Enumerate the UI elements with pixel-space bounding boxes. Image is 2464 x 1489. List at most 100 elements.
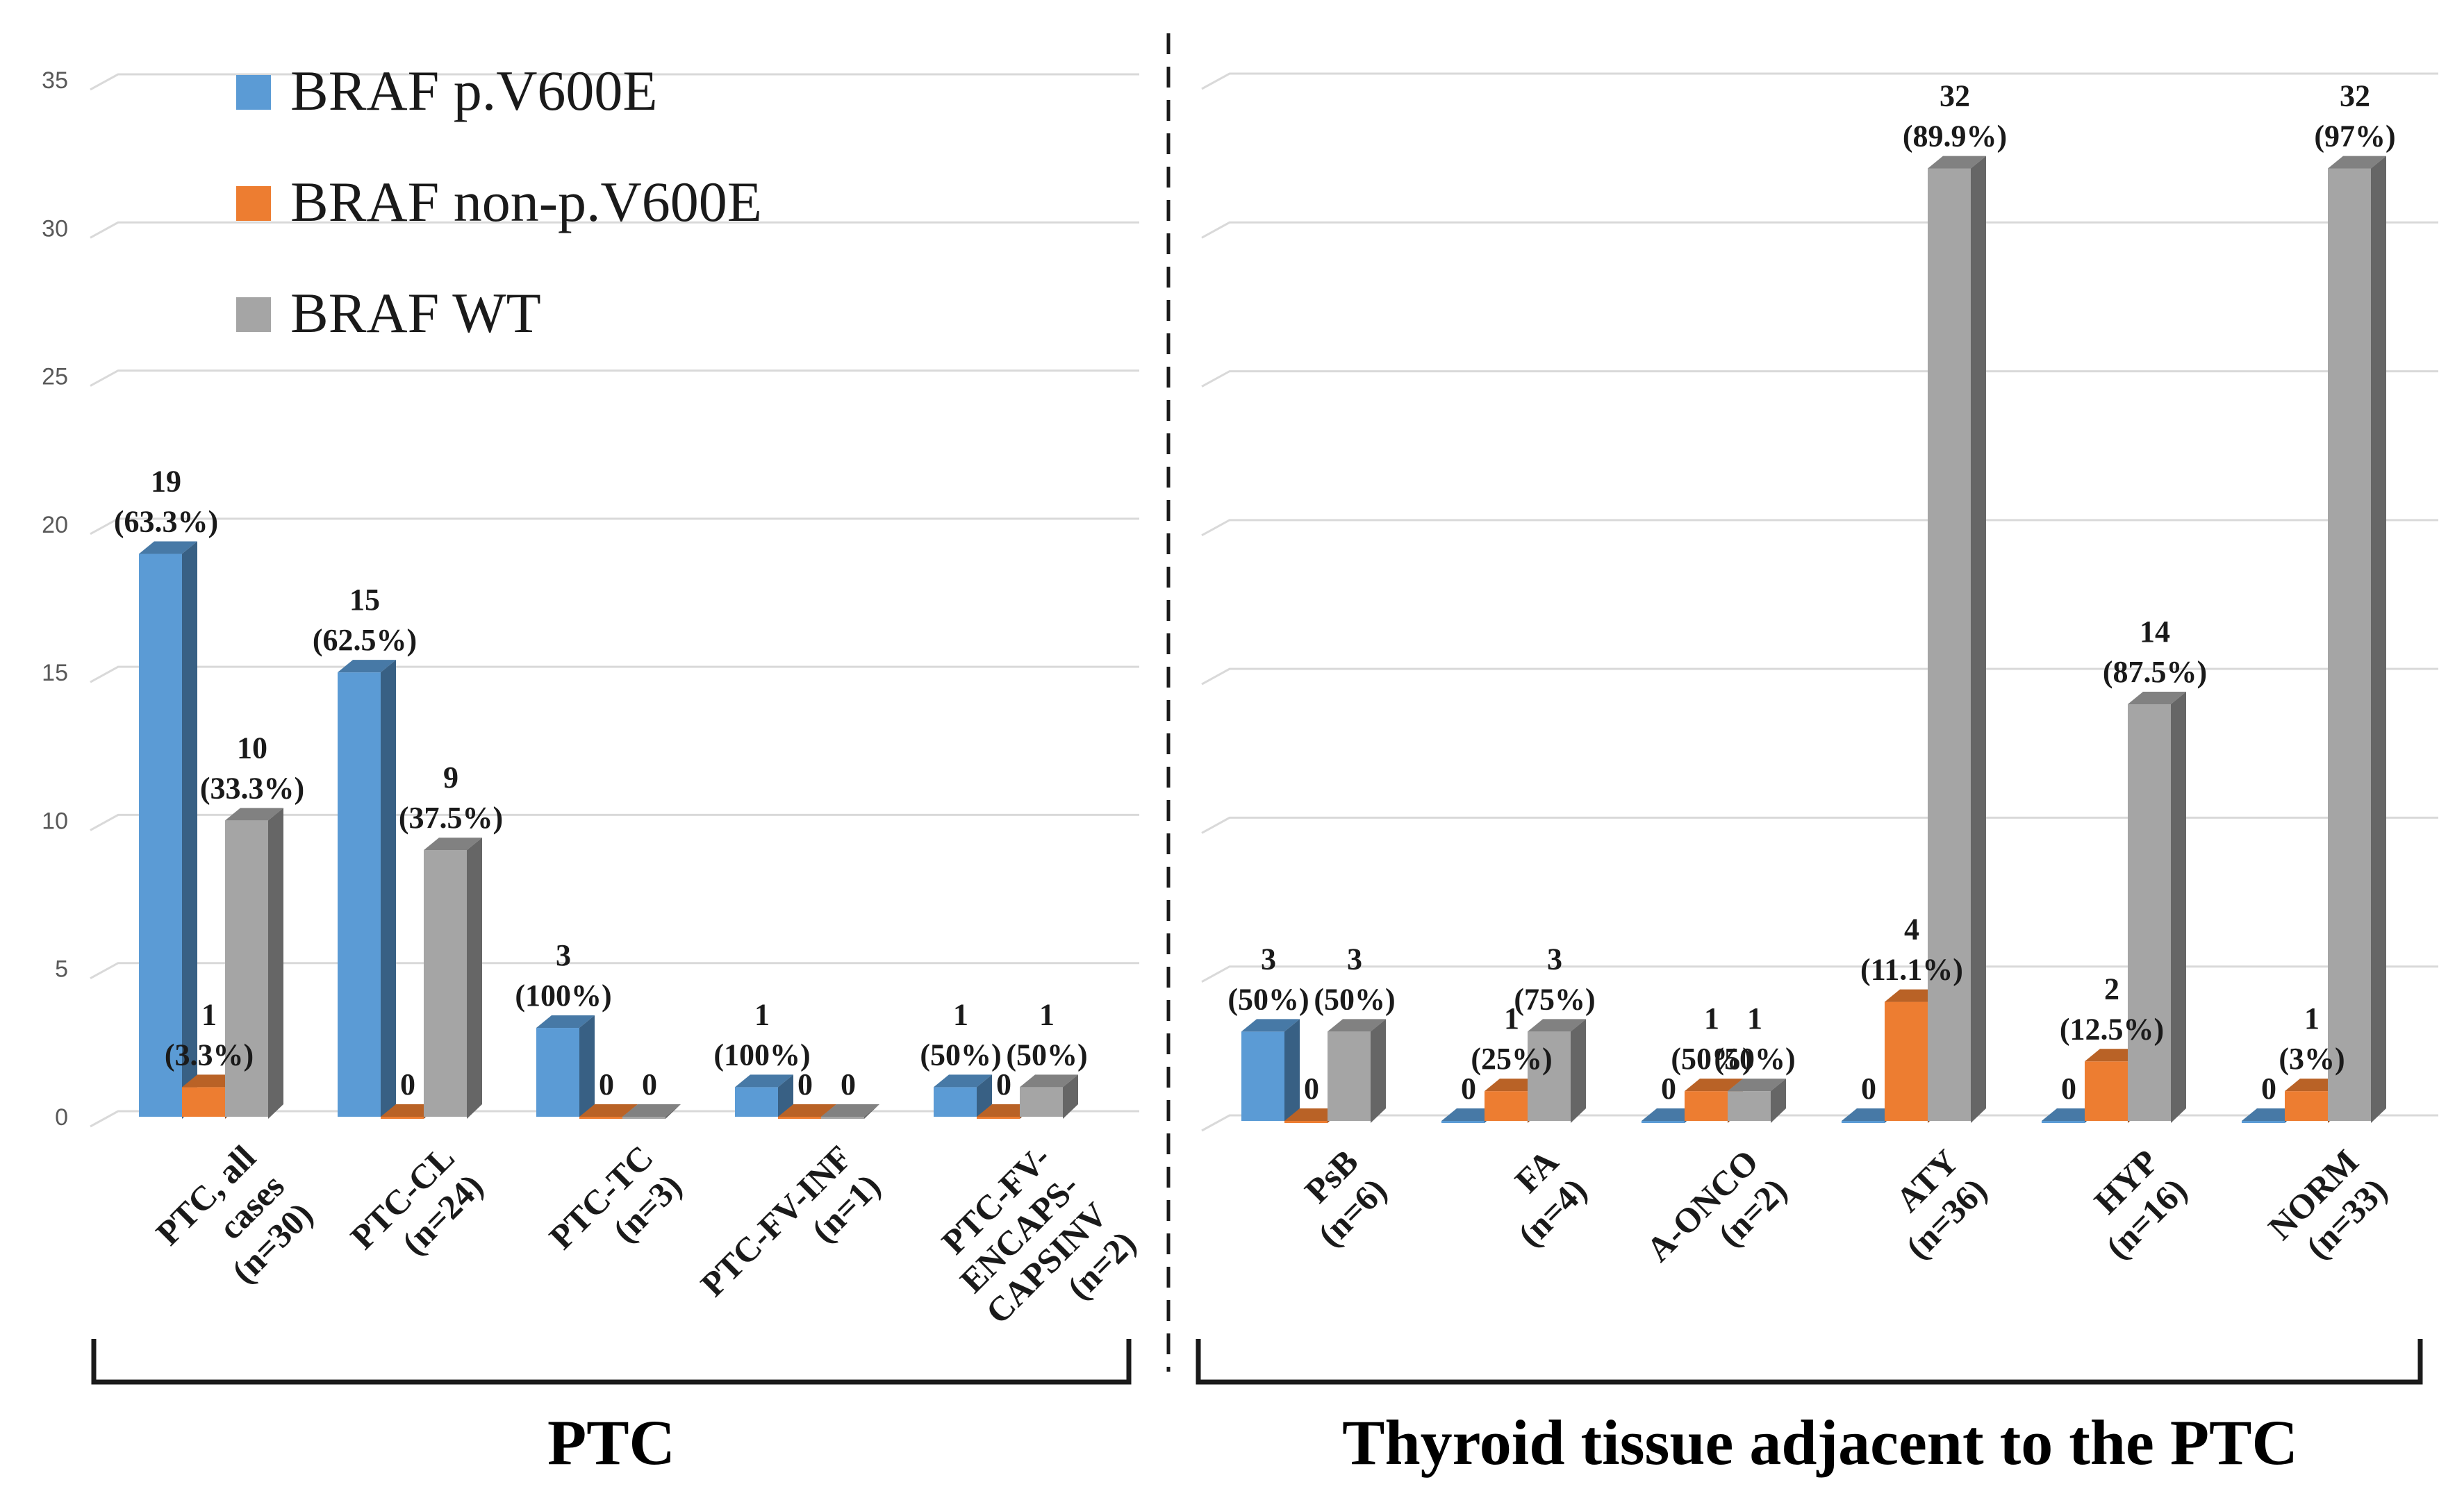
category-label-0-0: PTC, allcases(n=30) — [148, 1138, 320, 1309]
data-label-0-1-1: 0 — [400, 1067, 415, 1101]
y-tick-0: 0 — [55, 1104, 68, 1131]
bar-0-2-2 — [622, 1104, 681, 1119]
data-label-1-0-2: 3 (50%) — [1314, 942, 1395, 1016]
gridline-0 — [1201, 1114, 2438, 1132]
group-bracket-1 — [1196, 1339, 2423, 1385]
y-tick-30: 30 — [42, 215, 68, 242]
bar-0-1-2 — [424, 838, 482, 1119]
data-label-1-1-1: 1 (25%) — [1471, 1001, 1552, 1076]
bar-0-0-0 — [139, 541, 197, 1119]
category-label-0-2: PTC-TC(n=3) — [542, 1138, 689, 1285]
gridline-15 — [1201, 667, 2438, 685]
svg-text:BRAF p.V600E: BRAF p.V600E — [290, 59, 658, 122]
svg-text:BRAF WT: BRAF WT — [290, 281, 541, 344]
category-label-0-1: PTC-CL(n=24) — [343, 1138, 490, 1285]
y-axis-ticks: 0 5 10 15 20 25 30 35 — [42, 67, 68, 1131]
data-label-0-4-1: 0 — [996, 1067, 1011, 1101]
data-label-1-0-0: 3 (50%) — [1227, 942, 1309, 1016]
data-label-1-2-0: 0 — [1661, 1072, 1676, 1106]
data-label-0-4-0: 1 (50%) — [920, 997, 1001, 1072]
data-label-0-3-0: 1 (100%) — [713, 997, 810, 1072]
data-label-0-2-2: 0 — [642, 1067, 657, 1101]
bar-1-5-2 — [2328, 156, 2386, 1124]
data-label-1-4-0: 0 — [2061, 1072, 2076, 1106]
data-label-1-4-1: 2 (12.5%) — [2060, 972, 2164, 1046]
gridline-25 — [90, 369, 1139, 387]
gridline-35 — [1201, 72, 2438, 90]
legend-item-1: BRAF non-p.V600E — [236, 170, 762, 233]
data-label-1-3-0: 0 — [1861, 1072, 1876, 1106]
data-label-0-1-0: 15 (62.5%) — [313, 583, 417, 657]
data-label-1-2-1: 1 (50%) — [1671, 1001, 1752, 1076]
gridline-30 — [90, 221, 1139, 239]
category-label-1-3: ATY(n=36) — [1869, 1142, 1994, 1266]
data-labels: 19 (63.3%) 1 (3.3%) 10 (33.3%)15 (62.5%) 0 9 (37.… — [114, 79, 2396, 1106]
group-label-0: PTC — [547, 1407, 675, 1478]
group-label-1: Thyroid tissue adjacent to the PTC — [1342, 1407, 2298, 1478]
bar-1-3-2 — [1928, 156, 1986, 1124]
data-label-1-5-2: 32 (97%) — [2314, 79, 2395, 153]
y-tick-25: 25 — [42, 364, 68, 390]
bar-0-2-0 — [536, 1015, 595, 1119]
gridline-10 — [1201, 816, 2438, 834]
group-bracket-0 — [91, 1339, 1132, 1385]
data-label-1-1-2: 3 (75%) — [1514, 942, 1595, 1016]
category-label-0-3: PTC-FV-INF(n=1) — [693, 1138, 888, 1332]
y-tick-15: 15 — [42, 660, 68, 686]
data-label-0-0-0: 19 (63.3%) — [114, 465, 218, 539]
gridline-25 — [1201, 370, 2438, 388]
bar-1-4-2 — [2128, 692, 2186, 1123]
gridline-5 — [1201, 965, 2438, 983]
y-tick-5: 5 — [55, 956, 68, 983]
legend-item-2: BRAF WT — [236, 281, 541, 344]
category-label-1-5: NORM(n=33) — [2260, 1142, 2395, 1276]
gridline-35 — [90, 73, 1139, 91]
y-tick-10: 10 — [42, 808, 68, 834]
gridline-10 — [90, 813, 1139, 831]
bar-1-2-2 — [1728, 1079, 1786, 1123]
gridline-5 — [90, 962, 1139, 980]
gridline-15 — [90, 665, 1139, 683]
bar-0-3-0 — [735, 1074, 793, 1119]
gridline-20 — [90, 517, 1139, 535]
bar-0-4-2 — [1020, 1074, 1078, 1119]
data-label-1-3-1: 4 (11.1%) — [1860, 913, 1963, 987]
y-tick-35: 35 — [42, 67, 68, 94]
data-label-0-3-1: 0 — [797, 1067, 813, 1101]
category-label-1-2: A-ONCO(n=2) — [1639, 1142, 1794, 1297]
gridlines — [90, 72, 2438, 1132]
data-label-0-2-0: 3 (100%) — [515, 938, 611, 1013]
bar-0-0-2 — [225, 808, 283, 1119]
gridline-30 — [1201, 221, 2438, 239]
data-label-0-0-1: 1 (3.3%) — [165, 997, 254, 1072]
data-label-1-0-1: 0 — [1304, 1072, 1319, 1106]
bar-0-4-0 — [934, 1074, 992, 1119]
data-label-0-2-1: 0 — [599, 1067, 614, 1101]
svg-text:BRAF non-p.V600E: BRAF non-p.V600E — [290, 170, 762, 233]
data-label-1-2-2: 1 (50%) — [1714, 1001, 1795, 1076]
category-label-1-0: PsB(n=6) — [1282, 1142, 1394, 1254]
bar-1-1-2 — [1528, 1019, 1586, 1123]
category-labels: PTC, allcases(n=30) PTC-CL(n=24) PTC-TC(n=… — [148, 1138, 2395, 1360]
bars — [139, 156, 2386, 1124]
y-tick-20: 20 — [42, 512, 68, 538]
legend: BRAF p.V600E BRAF non-p.V600E BRAF WT — [236, 59, 762, 344]
data-label-1-5-1: 1 (3%) — [2279, 1001, 2345, 1076]
group-brackets: PTC Thyroid tissue adjacent to the PTC — [91, 1339, 2423, 1478]
bar-0-3-2 — [821, 1104, 879, 1119]
category-label-1-4: HYP(n=16) — [2069, 1142, 2194, 1266]
bar-1-0-2 — [1328, 1019, 1386, 1123]
data-label-1-5-0: 0 — [2261, 1072, 2276, 1106]
data-label-0-3-2: 0 — [841, 1067, 856, 1101]
bar-0-1-0 — [338, 660, 396, 1119]
category-label-1-1: FA(n=4) — [1482, 1142, 1594, 1254]
bar-1-0-0 — [1241, 1019, 1300, 1123]
data-label-1-3-2: 32 (89.9%) — [1903, 79, 2007, 153]
category-label-0-4: PTC-FV-ENCAPS-CAPSINV(n=2) — [921, 1138, 1143, 1360]
data-label-1-1-0: 0 — [1461, 1072, 1476, 1106]
data-label-0-4-2: 1 (50%) — [1006, 997, 1087, 1072]
legend-item-0: BRAF p.V600E — [236, 59, 658, 122]
gridline-20 — [1201, 519, 2438, 537]
data-label-0-1-2: 9 (37.5%) — [399, 760, 503, 835]
